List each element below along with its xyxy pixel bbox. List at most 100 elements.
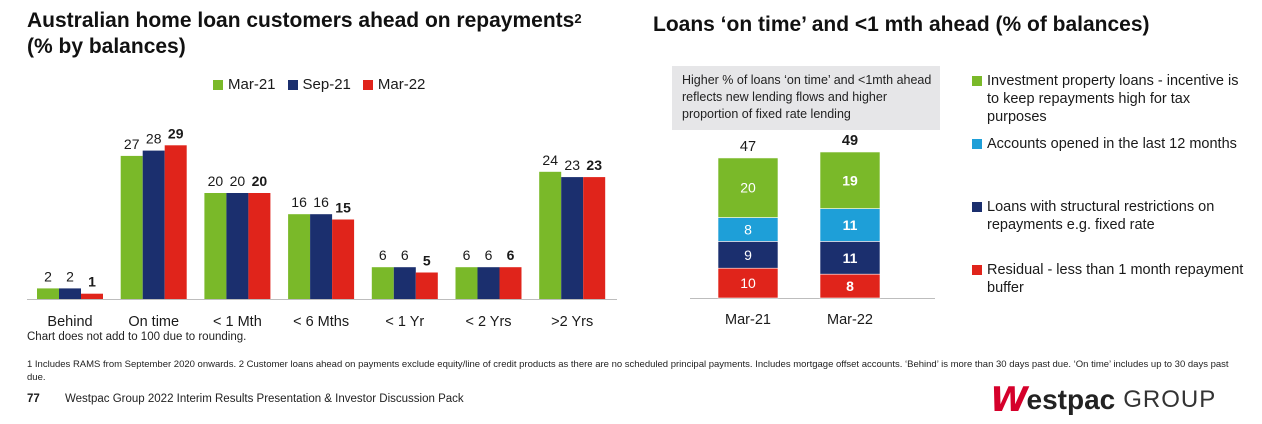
stacked-bar-chart: 10 9 8 20 47 Mar-21 8 11 11 19 49 Mar-22 [690, 133, 935, 328]
legend-swatch-new-accounts [972, 139, 982, 149]
bar-value-label: 5 [423, 253, 431, 269]
legend-label: Sep-21 [302, 76, 351, 93]
bar-value-label: 1 [88, 274, 96, 290]
bar-sep-21 [142, 150, 165, 299]
bar-value-label: 20 [208, 173, 224, 189]
stack-total-label: 47 [740, 139, 756, 155]
bar-value-label: 16 [291, 194, 307, 210]
stack-segment [819, 208, 881, 242]
legend-item-mar-21: Mar-21 [213, 76, 276, 93]
legend-swatch-structural [972, 202, 982, 212]
stack-segment [819, 241, 881, 275]
segment-value-label: 8 [846, 278, 854, 294]
bar-mar-22 [332, 219, 355, 299]
legend-swatch [213, 79, 223, 90]
left-chart-title-line2: (% by balances) [27, 35, 186, 58]
x-tick-label: Mar-22 [827, 312, 873, 328]
legend-label-structural: Loans with structural restrictions on re… [987, 199, 1215, 233]
bar-value-label: 16 [313, 194, 329, 210]
legend-swatch [362, 79, 373, 90]
x-tick-label: On time [128, 314, 179, 330]
page-title: Westpac Group 2022 Interim Results Prese… [65, 393, 464, 405]
westpac-logo: W estpac GROUP [986, 380, 1217, 420]
bar-mar-21 [288, 214, 311, 299]
bar-mar-21 [120, 155, 143, 299]
stack-segment [717, 267, 779, 299]
bar-mar-22 [81, 293, 103, 299]
bar-mar-21 [204, 193, 227, 299]
bar-value-label: 20 [230, 173, 246, 189]
callout-box: Higher % of loans ‘on time’ and <1mth ah… [672, 66, 940, 130]
left-chart-legend: Mar-21 Sep-21 Mar-22 [213, 76, 425, 93]
bar-value-label: 6 [401, 247, 409, 263]
bar-value-label: 6 [463, 247, 471, 263]
legend-item-mar-22: Mar-22 [362, 76, 426, 93]
legend-swatch-investment [972, 76, 982, 86]
bar-value-label: 2 [44, 268, 52, 284]
bar-mar-22 [499, 267, 522, 299]
right-chart-title: Loans ‘on time’ and <1 mth ahead (% of b… [653, 13, 1150, 36]
segment-value-label: 8 [744, 221, 752, 237]
bar-sep-21 [310, 214, 333, 299]
legend-label-new-accounts: Accounts opened in the last 12 months [987, 136, 1237, 152]
bar-mar-22 [248, 193, 271, 299]
x-tick-label: < 6 Mths [293, 314, 349, 330]
bar-mar-21 [455, 267, 478, 299]
stack-segment [819, 151, 881, 209]
legend-item-new-accounts: Accounts opened in the last 12 months [972, 135, 1252, 153]
bar-sep-21 [393, 267, 416, 299]
x-tick-label: < 2 Yrs [465, 314, 511, 330]
left-chart-title-line1: Australian home loan customers ahead on … [27, 9, 575, 32]
bar-mar-21 [371, 267, 394, 299]
segment-value-label: 19 [842, 172, 858, 188]
segment-value-label: 10 [740, 275, 756, 291]
bar-value-label: 27 [124, 136, 140, 152]
footnote-ref-2: 2 [574, 11, 582, 26]
bar-sep-21 [477, 267, 500, 299]
legend-swatch-residual [972, 265, 982, 275]
bar-value-label: 24 [542, 152, 558, 168]
legend-item-structural: Loans with structural restrictions on re… [972, 198, 1252, 234]
rounding-note: Chart does not add to 100 due to roundin… [27, 331, 247, 343]
x-tick-label: Mar-21 [725, 312, 771, 328]
legend-label-investment: Investment property loans - incentive is… [987, 73, 1239, 125]
logo-w-mark: W [985, 380, 1030, 420]
legend-label: Mar-21 [228, 76, 276, 93]
bar-sep-21 [226, 193, 249, 299]
logo-group: GROUP [1123, 386, 1217, 413]
legend-item-residual: Residual - less than 1 month repayment b… [972, 261, 1252, 297]
segment-value-label: 11 [843, 250, 858, 266]
legend-label: Mar-22 [377, 76, 426, 93]
footnote: 1 Includes RAMS from September 2020 onwa… [27, 359, 1229, 383]
x-tick-label: < 1 Yr [385, 314, 424, 330]
bar-value-label: 23 [564, 157, 580, 173]
legend-swatch [287, 79, 298, 90]
bar-value-label: 23 [586, 157, 602, 173]
bar-value-label: 6 [379, 247, 387, 263]
bar-mar-21 [37, 288, 59, 299]
bar-value-label: 28 [146, 131, 162, 147]
page-number: 77 [27, 393, 40, 405]
bar-value-label: 2 [66, 268, 74, 284]
logo-wordmark: estpac [1026, 384, 1116, 415]
x-tick-label: Behind [47, 314, 92, 330]
bar-value-label: 6 [507, 247, 515, 263]
segment-value-label: 20 [740, 180, 756, 196]
x-tick-label: >2 Yrs [551, 314, 593, 330]
bar-mar-22 [583, 177, 606, 299]
bar-value-label: 6 [485, 247, 493, 263]
segment-value-label: 9 [744, 247, 752, 263]
bar-mar-21 [539, 171, 562, 299]
bar-mar-22 [164, 145, 187, 299]
segment-value-label: 11 [843, 217, 858, 233]
left-chart-title: Australian home loan customers ahead on … [27, 8, 582, 60]
legend-label-residual: Residual - less than 1 month repayment b… [987, 262, 1244, 296]
bar-value-label: 29 [168, 125, 184, 141]
bar-value-label: 20 [252, 173, 268, 189]
legend-item-sep-21: Sep-21 [287, 76, 351, 93]
stack-total-label: 49 [842, 133, 858, 149]
stack-segment [717, 157, 779, 218]
bar-mar-22 [415, 272, 438, 299]
x-tick-label: < 1 Mth [213, 314, 262, 330]
